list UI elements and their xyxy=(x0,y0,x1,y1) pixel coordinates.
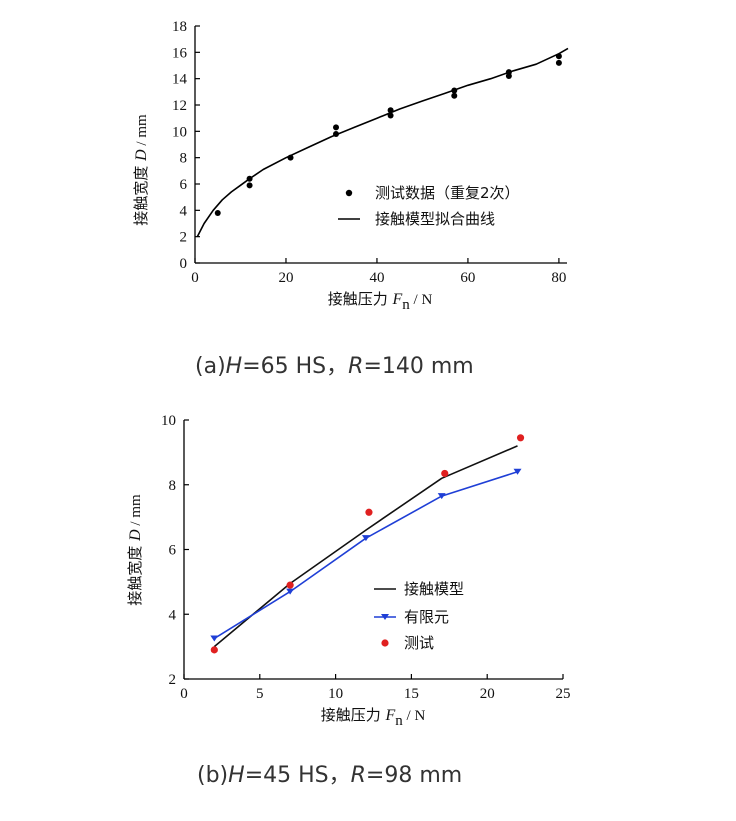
chart-a-x-tick-label: 60 xyxy=(460,270,475,286)
chart-b-series-2-point xyxy=(365,508,373,516)
chart-a-series-0-point xyxy=(246,182,253,189)
chart-b-frame xyxy=(183,420,563,680)
chart-a-y-ticks: 0 2 4 6 8 10 12 14 16 18 xyxy=(172,19,200,272)
chart-b-series-2-point xyxy=(516,434,525,442)
chart-b-y-tick-label: 2 xyxy=(169,672,177,688)
chart-b-x-ticks: 0 5 10 15 20 25 xyxy=(180,674,571,702)
chart-b-legend-model-label: 接触模型 xyxy=(404,580,464,598)
chart-b-legend-test-marker xyxy=(381,639,389,647)
chart-a-y-tick-label: 2 xyxy=(180,230,188,246)
chart-a-legend-scatter-label: 测试数据（重复2次） xyxy=(375,184,520,202)
chart-a-frame xyxy=(194,26,567,264)
chart-a-series-0-point xyxy=(214,209,221,216)
chart-a-legend: 测试数据（重复2次） 接触模型拟合曲线 xyxy=(338,184,520,228)
chart-b-series-2-point xyxy=(286,581,294,589)
chart-a-x-ticks: 0 20 40 60 80 xyxy=(191,258,566,286)
chart-b-x-tick-label: 10 xyxy=(328,686,343,702)
chart-a-caption: (a)H=65 HS，R=140 mm xyxy=(195,354,474,379)
chart-b-y-tick-label: 6 xyxy=(169,543,177,559)
chart-b-caption: (b)H=45 HS，R=98 mm xyxy=(197,763,462,788)
chart-a-x-tick-label: 20 xyxy=(278,270,293,286)
chart-b-series-2-point xyxy=(210,646,218,654)
chart-a: 0 2 4 6 8 10 12 14 16 18 0 20 40 60 80 接触宽度 D / mm 接触… xyxy=(132,19,569,379)
chart-b-series-1-point xyxy=(210,635,219,642)
chart-a-legend-line-label: 接触模型拟合曲线 xyxy=(375,210,495,228)
chart-b-x-tick-label: 20 xyxy=(480,686,495,702)
chart-b-y-tick-label: 8 xyxy=(169,478,177,494)
chart-b-plot-area xyxy=(210,434,525,654)
chart-b-y-tick-label: 4 xyxy=(169,607,177,623)
chart-a-y-tick-label: 0 xyxy=(180,256,188,272)
chart-a-x-tick-label: 80 xyxy=(551,270,566,286)
chart-b-legend-fem-label: 有限元 xyxy=(404,608,449,626)
chart-b: 2 4 6 8 10 0 5 10 15 20 25 接触宽度 D / mm 接触压力 Fn / … xyxy=(126,413,571,788)
chart-b-x-tick-label: 15 xyxy=(404,686,419,702)
chart-b-x-tick-label: 25 xyxy=(556,686,571,702)
chart-a-series-0-point xyxy=(505,73,512,80)
chart-a-y-tick-label: 8 xyxy=(180,151,188,167)
chart-b-series-1-point xyxy=(361,535,370,542)
chart-b-legend-test-label: 测试 xyxy=(404,634,434,652)
chart-b-y-label: 接触宽度 D / mm xyxy=(126,494,144,606)
chart-a-y-tick-label: 12 xyxy=(172,98,187,114)
chart-a-y-tick-label: 4 xyxy=(180,203,188,219)
chart-a-x-label: 接触压力 Fn / N xyxy=(328,290,433,313)
chart-b-series-1-point xyxy=(513,468,522,475)
chart-b-y-tick-label: 10 xyxy=(161,413,176,429)
chart-a-y-tick-label: 18 xyxy=(172,19,187,35)
chart-b-series-2-point xyxy=(441,469,449,478)
chart-b-series-1-point xyxy=(437,493,446,500)
chart-b-series-0-line xyxy=(213,445,518,648)
chart-a-y-tick-label: 10 xyxy=(172,124,187,140)
chart-b-x-label: 接触压力 Fn / N xyxy=(321,706,426,729)
chart-b-series-1-point xyxy=(286,588,295,595)
chart-b-x-tick-label: 0 xyxy=(180,686,188,702)
chart-a-y-tick-label: 6 xyxy=(180,177,188,193)
chart-a-series-1-line xyxy=(196,47,569,238)
chart-a-series-0-point xyxy=(451,92,458,99)
chart-b-legend-fem-marker xyxy=(381,614,389,620)
chart-b-series-1-line xyxy=(213,471,518,640)
chart-a-x-tick-label: 0 xyxy=(191,270,199,286)
chart-a-x-tick-label: 40 xyxy=(369,270,384,286)
chart-a-series-0-point xyxy=(333,124,340,131)
chart-a-series-0-point xyxy=(555,59,562,66)
chart-a-y-tick-label: 14 xyxy=(172,72,188,88)
chart-a-y-tick-label: 16 xyxy=(172,45,188,61)
chart-a-y-label: 接触宽度 D / mm xyxy=(132,114,150,226)
chart-b-legend: 接触模型 有限元 测试 xyxy=(374,580,464,652)
chart-a-plot-area xyxy=(196,47,569,238)
chart-b-y-ticks: 2 4 6 8 10 xyxy=(161,413,189,688)
chart-b-x-tick-label: 5 xyxy=(256,686,264,702)
chart-a-legend-dot-marker xyxy=(345,189,353,197)
